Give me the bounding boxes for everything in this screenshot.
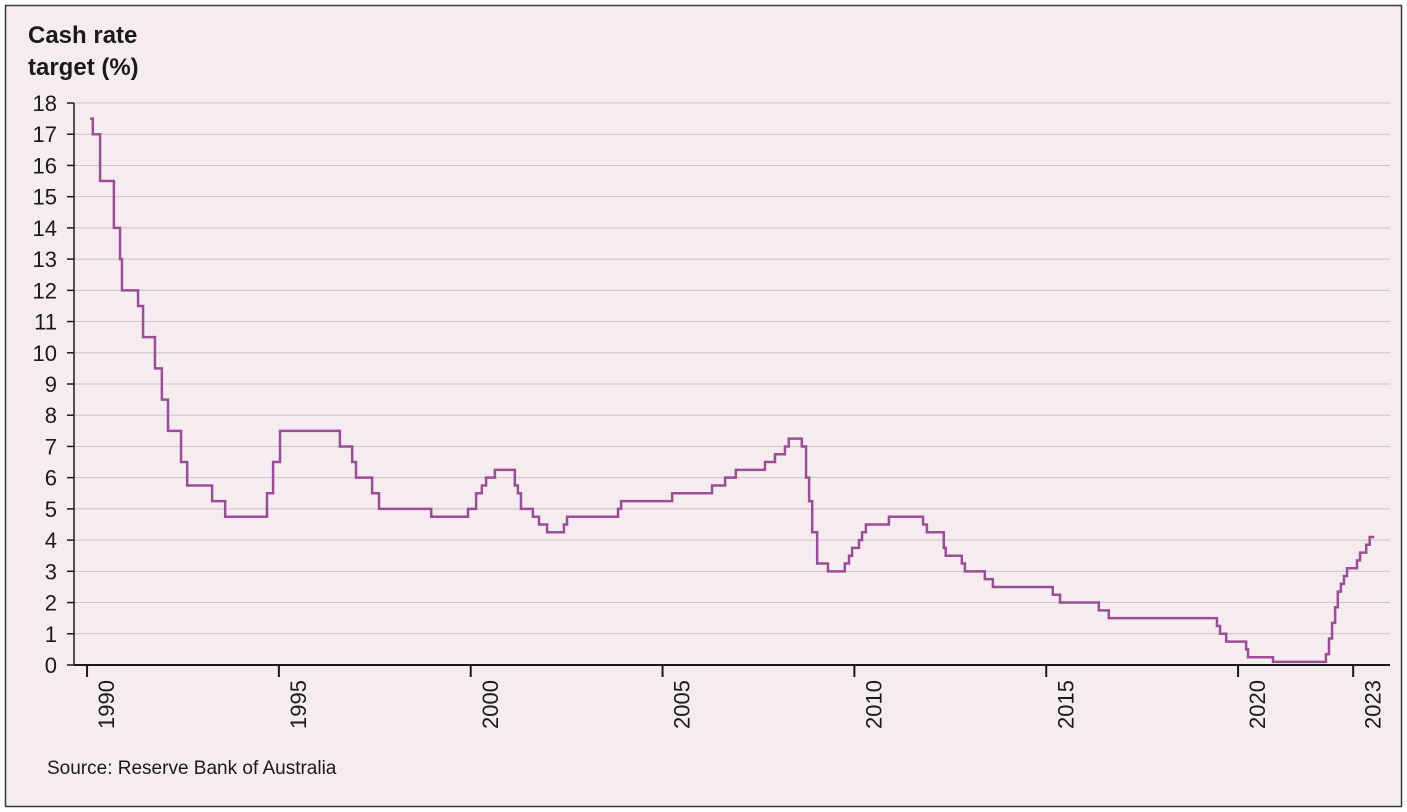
x-tick-label: 2023 (1360, 680, 1385, 729)
y-tick-label: 12 (33, 278, 57, 303)
y-tick-label: 8 (45, 403, 57, 428)
y-tick-label: 17 (33, 122, 57, 147)
x-tick-label: 2000 (478, 680, 503, 729)
x-tick-label: 2020 (1245, 680, 1270, 729)
cash-rate-line (90, 117, 1375, 664)
x-tick-label: 2010 (862, 680, 887, 729)
source-note: Source: Reserve Bank of Australia (47, 758, 337, 779)
chart-title: Cash rate target (%) (28, 22, 139, 81)
y-tick-label: 14 (33, 216, 57, 241)
y-tick-label: 7 (45, 434, 57, 459)
y-tick-label: 16 (33, 153, 57, 178)
y-tick-label: 11 (34, 310, 57, 335)
y-tick-label: 13 (33, 247, 57, 272)
y-tick-label: 3 (45, 559, 57, 584)
y-tick-label: 9 (45, 372, 57, 397)
x-tick-label: 2005 (670, 680, 695, 729)
x-tick-label: 1990 (94, 680, 119, 729)
y-tick-label: 0 (45, 653, 57, 678)
y-tick-label: 5 (45, 497, 57, 522)
chart-background (4, 4, 1403, 808)
x-tick-label: 1995 (286, 680, 311, 729)
y-tick-label: 2 (45, 591, 57, 616)
y-tick-label: 4 (45, 528, 57, 553)
y-tick-label: 15 (33, 185, 57, 210)
y-tick-label: 1 (45, 622, 57, 647)
y-tick-label: 10 (33, 341, 57, 366)
y-tick-label: 6 (45, 466, 57, 491)
x-tick-label: 2015 (1053, 680, 1078, 729)
y-tick-label: 18 (33, 91, 57, 116)
